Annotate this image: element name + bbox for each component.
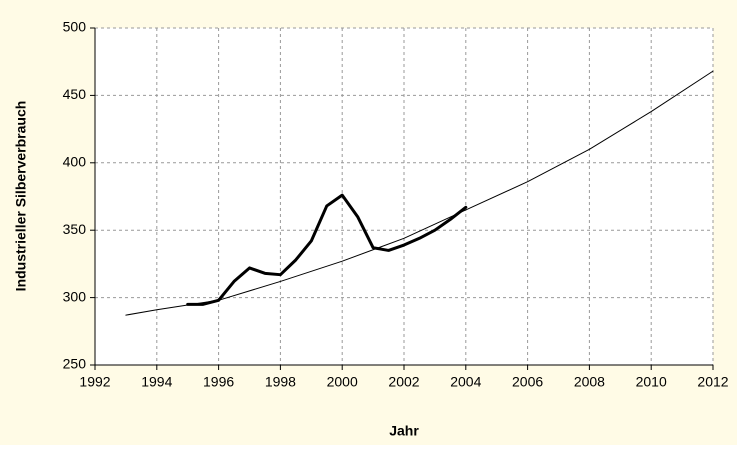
y-tick-label: 400 <box>63 154 87 170</box>
y-tick-label: 250 <box>63 356 87 372</box>
x-tick-label: 2002 <box>388 374 419 390</box>
x-axis-label: Jahr <box>389 423 419 439</box>
x-tick-label: 1998 <box>265 374 296 390</box>
y-tick-label: 300 <box>63 288 87 304</box>
y-tick-label: 350 <box>63 221 87 237</box>
x-tick-label: 2000 <box>327 374 358 390</box>
y-tick-label: 450 <box>63 86 87 102</box>
x-tick-label: 1994 <box>141 374 172 390</box>
x-tick-label: 2004 <box>450 374 481 390</box>
y-axis-label: Industrieller Silberverbrauch <box>13 101 29 292</box>
line <box>186 193 468 306</box>
x-tick-label: 2012 <box>697 374 728 390</box>
x-tick-label: 1996 <box>203 374 234 390</box>
x-tick-label: 1992 <box>79 374 110 390</box>
x-tick-label: 2006 <box>512 374 543 390</box>
y-tick-label: 500 <box>63 19 87 35</box>
x-tick-label: 2010 <box>636 374 667 390</box>
line <box>125 70 714 316</box>
x-tick-label: 2008 <box>574 374 605 390</box>
